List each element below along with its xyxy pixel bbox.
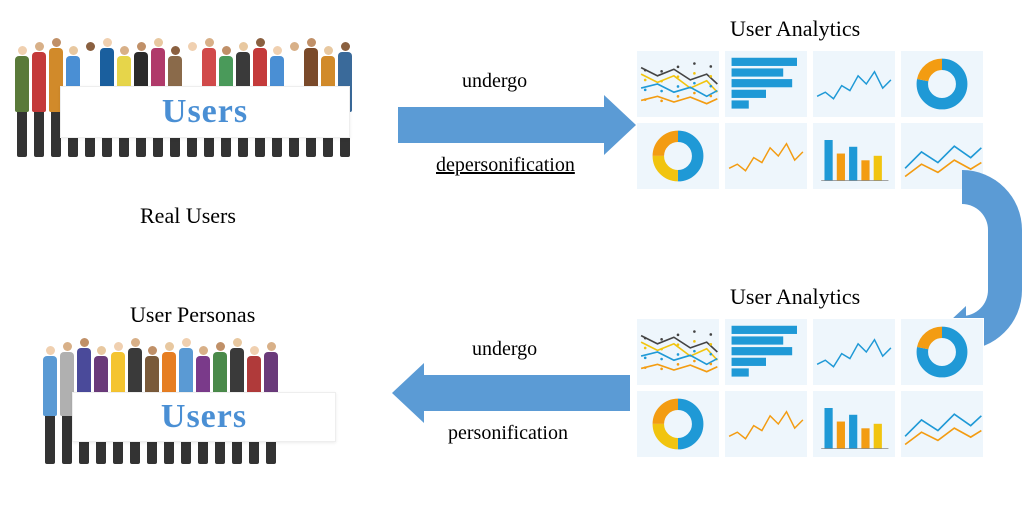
analytics-grid-bottom	[636, 318, 984, 458]
analytics-grid-top	[636, 50, 984, 190]
real-users-title: Real Users	[140, 203, 236, 229]
users-banner-top-box: Users	[60, 86, 350, 138]
arrow-personification	[422, 375, 630, 411]
users-banner-bottom: Users	[161, 398, 247, 436]
chart-sparkline	[812, 50, 896, 118]
person	[14, 46, 30, 157]
users-banner-top: Users	[162, 93, 248, 131]
chart-sparkline	[812, 318, 896, 386]
chart-sparkline	[724, 390, 808, 458]
user-analytics-title-bottom: User Analytics	[730, 284, 860, 310]
chart-donut	[636, 390, 720, 458]
chart-donut	[900, 50, 984, 118]
chart-donut	[900, 318, 984, 386]
users-banner-bottom-box: Users	[72, 392, 336, 442]
arrow-depersonification-head	[604, 95, 636, 155]
chart-vbar	[812, 122, 896, 190]
person	[42, 346, 58, 464]
chart-donut	[636, 122, 720, 190]
person	[31, 42, 47, 157]
chart-sparkline	[724, 122, 808, 190]
label-personification: personification	[448, 422, 568, 445]
chart-vbar	[812, 390, 896, 458]
label-undergo-1: undergo	[462, 70, 527, 93]
chart-area2	[900, 390, 984, 458]
label-undergo-2: undergo	[472, 338, 537, 361]
user-analytics-title-top: User Analytics	[730, 16, 860, 42]
chart-multiline	[636, 50, 720, 118]
arrow-depersonification	[398, 107, 606, 143]
chart-multiline	[636, 318, 720, 386]
arrow-personification-head	[392, 363, 424, 423]
label-depersonification: depersonification	[436, 154, 575, 177]
chart-hbar	[724, 318, 808, 386]
chart-hbar	[724, 50, 808, 118]
user-personas-title: User Personas	[130, 302, 255, 328]
